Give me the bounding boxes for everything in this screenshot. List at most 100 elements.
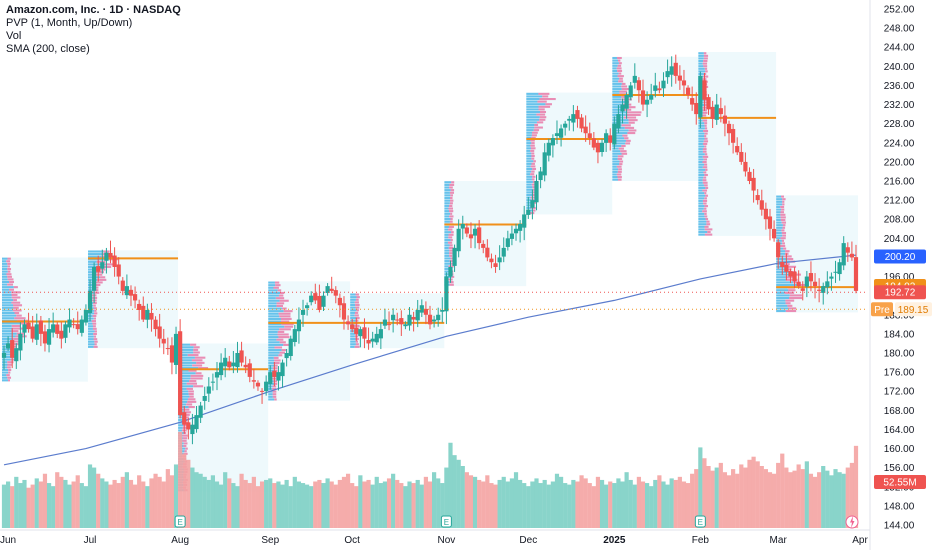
profile-bar-down [283, 310, 293, 313]
profile-bar-down [781, 221, 787, 224]
candle-body [481, 243, 486, 248]
volume-bar [391, 473, 396, 528]
symbol-title[interactable]: Amazon.com, Inc. · 1D · NASDAQ [6, 4, 181, 16]
profile-bar-up [444, 204, 450, 207]
profile-bar-up [776, 309, 786, 313]
profile-bar-down [624, 137, 629, 140]
volume-bar [79, 483, 84, 528]
candle-body [272, 370, 277, 377]
profile-bar-down [616, 56, 622, 60]
profile-bar-up [612, 155, 618, 158]
profile-bar-up [2, 262, 8, 265]
profile-bar-up [268, 336, 279, 339]
candle-body [735, 146, 740, 153]
profile-bar-down [616, 173, 622, 176]
profile-bar-down [95, 283, 101, 287]
volume-bar [104, 481, 109, 528]
profile-bar-down [281, 320, 290, 323]
profile-bar-down [704, 85, 709, 88]
candle-body [780, 261, 785, 267]
profile-bar-down [539, 97, 556, 101]
candle-body [63, 324, 68, 338]
candle-body [530, 200, 535, 208]
candle-body [644, 99, 650, 105]
volume-bar [194, 472, 199, 528]
chart-legend[interactable]: Amazon.com, Inc. · 1D · NASDAQ PVP (1, M… [6, 4, 181, 56]
volume-bar [657, 475, 662, 528]
volume-bar [481, 481, 486, 528]
candle-body [714, 104, 719, 120]
candle-body [112, 255, 117, 267]
profile-bar-down [625, 113, 641, 117]
profile-bar-down [538, 92, 550, 95]
candle-body [731, 128, 736, 143]
volume-bar [227, 478, 232, 528]
volume-bar [628, 479, 633, 528]
profile-bar-up [88, 281, 95, 284]
profile-bar-up [268, 351, 280, 354]
time-tick-label: Aug [171, 535, 189, 546]
volume-bar [788, 472, 793, 528]
candle-body [26, 322, 31, 330]
volume-bar [100, 478, 105, 528]
volume-bar [288, 486, 293, 528]
profile-bar-up [268, 359, 275, 362]
candle-body [173, 333, 179, 365]
profile-bar-up [526, 188, 533, 191]
pvp-indicator-label[interactable]: PVP (1, Month, Up/Down) [6, 17, 133, 29]
profile-bar-down [531, 131, 538, 134]
profile-bar-down [13, 304, 23, 307]
candle-body [632, 75, 637, 83]
profile-bar-up [612, 75, 618, 78]
profile-bar-down [703, 140, 709, 143]
profile-bar-down [185, 447, 188, 450]
profile-bar-down [784, 250, 790, 253]
profile-bar-up [444, 260, 450, 263]
profile-bar-up [178, 390, 189, 393]
profile-bar-up [268, 302, 277, 305]
sma-indicator-label[interactable]: SMA (200, close) [6, 43, 90, 55]
profile-bar-down [704, 228, 713, 231]
profile-bar-down [785, 302, 791, 305]
candle-body [395, 319, 400, 321]
profile-bar-down [11, 293, 18, 296]
candle-body [198, 405, 203, 418]
profile-bar-up [612, 82, 622, 85]
volume-bar [472, 476, 478, 528]
volume-indicator-label[interactable]: Vol [6, 30, 22, 42]
profile-bar-up [612, 139, 626, 142]
profile-bar-up [776, 203, 783, 206]
earnings-marker-box [694, 515, 706, 528]
volume-bar [358, 475, 363, 528]
profile-bar-up [2, 267, 8, 271]
profile-bar-up [178, 418, 185, 422]
candle-body [821, 286, 826, 293]
volume-bar [431, 472, 437, 528]
profile-bar-down [7, 267, 12, 271]
volume-bar [415, 479, 420, 528]
candle-body [120, 280, 125, 291]
candle-body [321, 295, 326, 307]
profile-bar-down [621, 82, 626, 85]
profile-bar-up [2, 350, 12, 353]
profile-bar-down [273, 356, 279, 359]
candle-body [264, 381, 269, 392]
volume-bar [30, 484, 35, 528]
candle-body [853, 257, 859, 291]
profile-bar-up [178, 356, 195, 359]
profile-bar-down [275, 364, 278, 367]
volume-bar [497, 479, 502, 528]
profile-bar-down [545, 103, 552, 106]
profile-bar-down [13, 337, 21, 340]
profile-bar-up [268, 312, 279, 315]
profile-bar-down [449, 183, 455, 186]
profile-bar-up [268, 310, 284, 313]
profile-bar-up [776, 255, 785, 258]
profile-bar-up [698, 220, 707, 223]
profile-bar-down [94, 281, 103, 284]
profile-bar-up [2, 273, 7, 276]
volume-bar [112, 479, 117, 528]
candle-body [104, 252, 109, 261]
